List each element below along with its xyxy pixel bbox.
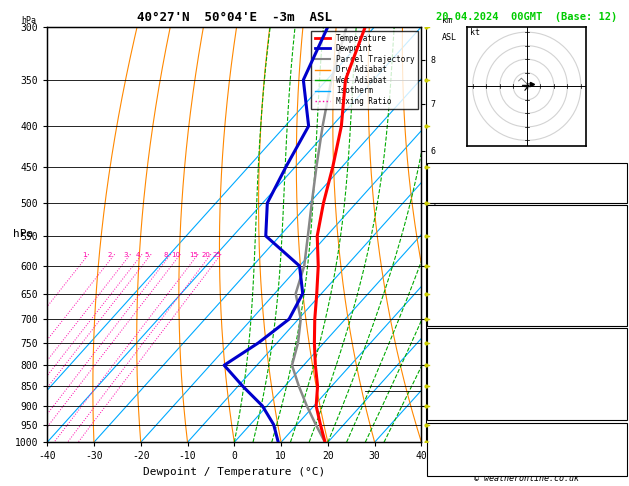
- Text: km: km: [442, 16, 452, 25]
- Text: CIN (J): CIN (J): [433, 312, 474, 322]
- Text: kt: kt: [470, 28, 480, 37]
- Text: 0: 0: [615, 391, 621, 401]
- Text: CAPE (J): CAPE (J): [433, 294, 480, 304]
- Text: Dewp (°C): Dewp (°C): [433, 239, 486, 249]
- Text: © weatheronline.co.uk: © weatheronline.co.uk: [474, 473, 579, 483]
- Text: 25: 25: [212, 252, 221, 258]
- Text: Hodograph: Hodograph: [500, 429, 554, 439]
- Text: Surface: Surface: [506, 211, 547, 221]
- Text: Lifted Index: Lifted Index: [433, 276, 503, 285]
- Text: Pressure (mb): Pressure (mb): [433, 343, 509, 353]
- Text: 9.4: 9.4: [603, 239, 621, 249]
- Text: 20: 20: [202, 252, 211, 258]
- Text: 38: 38: [609, 178, 621, 188]
- Text: StmDir: StmDir: [433, 455, 468, 465]
- Bar: [426, 205, 627, 326]
- Text: 5: 5: [144, 252, 148, 258]
- Bar: [426, 328, 627, 420]
- Text: 0: 0: [615, 407, 621, 417]
- Text: θᴄ(K): θᴄ(K): [433, 258, 462, 267]
- Text: ASL: ASL: [442, 33, 457, 42]
- Bar: [426, 163, 627, 203]
- Text: EH: EH: [433, 434, 445, 444]
- Text: 8: 8: [164, 252, 169, 258]
- Text: SREH: SREH: [433, 445, 456, 454]
- Text: 2: 2: [615, 445, 621, 454]
- Text: Most Unstable: Most Unstable: [489, 334, 565, 344]
- Text: 3: 3: [615, 466, 621, 476]
- Title: 40°27'N  50°04'E  -3m  ASL: 40°27'N 50°04'E -3m ASL: [136, 11, 332, 24]
- Text: 7: 7: [615, 434, 621, 444]
- Text: 10: 10: [171, 252, 181, 258]
- Text: 315: 315: [603, 359, 621, 369]
- Text: PW (cm): PW (cm): [433, 191, 474, 201]
- Text: θᴄ (K): θᴄ (K): [433, 359, 468, 369]
- Bar: [426, 423, 627, 476]
- Text: StmSpd (kt): StmSpd (kt): [433, 466, 498, 476]
- Text: LCL: LCL: [454, 386, 467, 396]
- Text: 312: 312: [603, 258, 621, 267]
- Text: hPa: hPa: [13, 229, 33, 240]
- Text: 3: 3: [124, 252, 128, 258]
- Text: 13: 13: [609, 165, 621, 174]
- Text: 15: 15: [189, 252, 198, 258]
- X-axis label: Dewpoint / Temperature (°C): Dewpoint / Temperature (°C): [143, 467, 325, 477]
- Text: 1: 1: [82, 252, 86, 258]
- Text: 2: 2: [108, 252, 112, 258]
- Text: hPa: hPa: [21, 16, 36, 25]
- Text: Totals Totals: Totals Totals: [433, 178, 509, 188]
- Text: 0: 0: [615, 294, 621, 304]
- Text: Lifted Index: Lifted Index: [433, 375, 503, 385]
- Text: Temp (°C): Temp (°C): [433, 221, 486, 231]
- Text: CIN (J): CIN (J): [433, 407, 474, 417]
- Text: 4: 4: [615, 375, 621, 385]
- Text: 20.04.2024  00GMT  (Base: 12): 20.04.2024 00GMT (Base: 12): [436, 12, 618, 22]
- Legend: Temperature, Dewpoint, Parcel Trajectory, Dry Adiabat, Wet Adiabat, Isotherm, Mi: Temperature, Dewpoint, Parcel Trajectory…: [311, 31, 418, 109]
- Text: 0: 0: [615, 312, 621, 322]
- Text: 5: 5: [615, 276, 621, 285]
- Text: K: K: [433, 165, 438, 174]
- Text: 1.39: 1.39: [598, 191, 621, 201]
- Text: 750: 750: [603, 343, 621, 353]
- Text: 19.4: 19.4: [598, 221, 621, 231]
- Text: 4: 4: [135, 252, 140, 258]
- Text: 83°: 83°: [603, 455, 621, 465]
- Text: CAPE (J): CAPE (J): [433, 391, 480, 401]
